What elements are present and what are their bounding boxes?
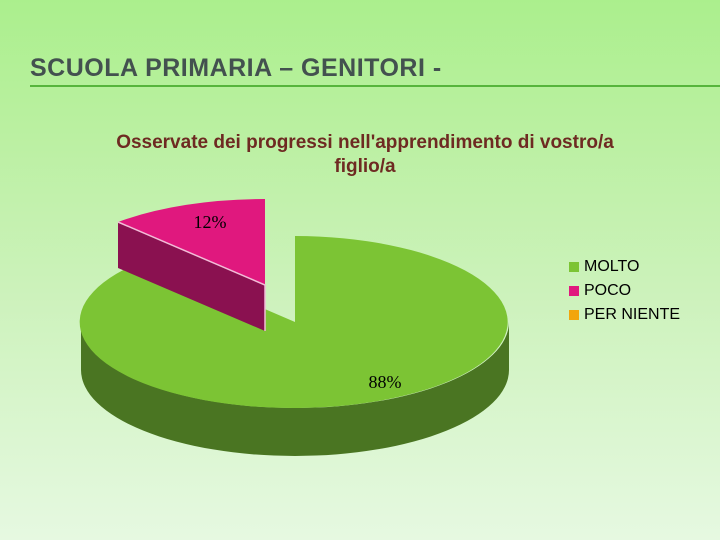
pie-slice-molto-side — [81, 322, 509, 456]
slide-title: SCUOLA PRIMARIA – GENITORI - — [30, 54, 442, 82]
legend-item-molto: MOLTO — [569, 255, 680, 279]
subtitle-line-2: figlio/a — [334, 156, 396, 177]
pie-slice-poco — [118, 198, 265, 285]
pie-slice-poco-side — [118, 222, 265, 331]
legend-swatch-per-niente — [569, 310, 579, 320]
chart-subtitle: Osservate dei progressi nell'apprendimen… — [40, 131, 690, 179]
legend-item-poco: POCO — [569, 279, 680, 303]
legend-label-poco: POCO — [584, 282, 632, 299]
pie-label-poco: 12% — [194, 212, 227, 232]
subtitle-line-1: Osservate dei progressi nell'apprendimen… — [116, 132, 614, 153]
legend-swatch-molto — [569, 262, 579, 272]
pie-label-molto: 88% — [369, 372, 402, 392]
title-underline — [30, 85, 720, 87]
legend-swatch-poco — [569, 286, 579, 296]
legend-item-per-niente: PER NIENTE — [569, 303, 680, 327]
chart-legend: MOLTO POCO PER NIENTE — [569, 255, 680, 327]
legend-label-per-niente: PER NIENTE — [584, 306, 681, 323]
pie-slice-poco-edge-highlight — [117, 221, 266, 331]
legend-label-molto: MOLTO — [584, 258, 640, 275]
